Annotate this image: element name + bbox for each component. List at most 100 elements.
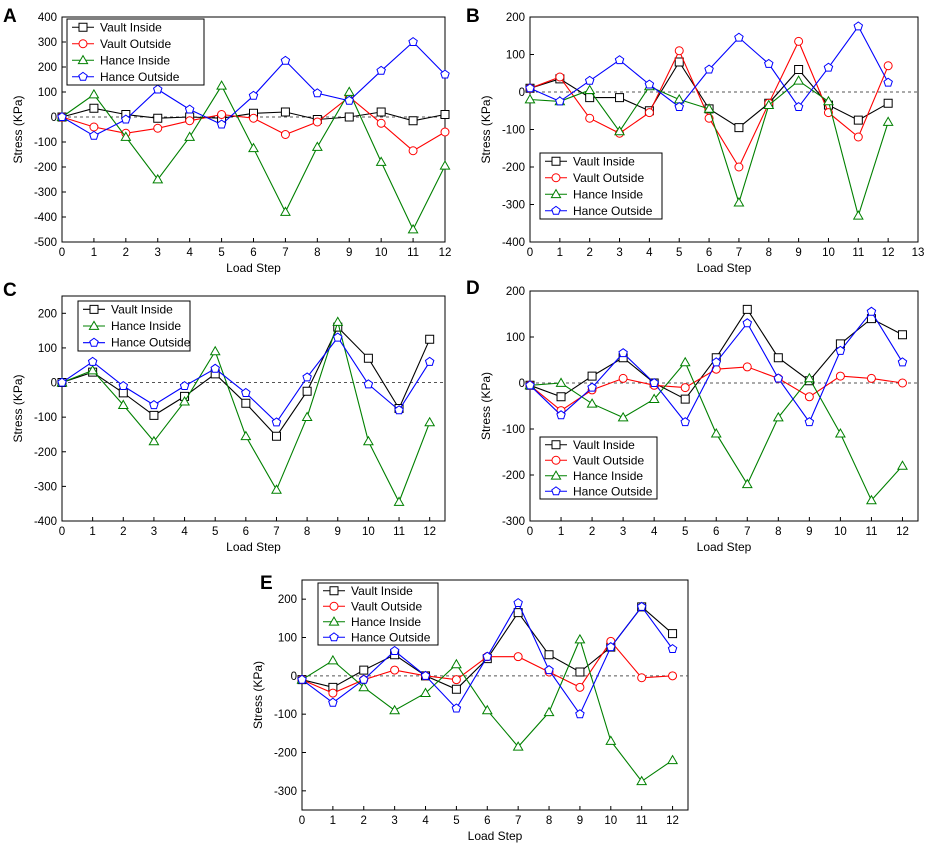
x-tick-label: 7	[744, 526, 750, 538]
data-point	[742, 304, 752, 314]
data-point	[555, 96, 565, 106]
series-hance-outside	[525, 306, 908, 427]
data-point	[667, 754, 679, 765]
legend-marker	[89, 337, 99, 347]
x-tick-label: 8	[304, 526, 310, 538]
y-tick-label: 0	[51, 378, 57, 390]
x-tick-label: 12	[423, 526, 436, 538]
data-point	[617, 411, 629, 422]
legend-entry: Hance Inside	[72, 53, 170, 67]
data-point	[389, 645, 400, 655]
x-tick-label: 11	[865, 526, 877, 538]
x-tick-label: 9	[577, 815, 583, 827]
x-tick-label: 0	[59, 526, 65, 538]
data-point	[408, 36, 418, 47]
x-tick-label: 5	[212, 526, 218, 538]
data-point	[667, 643, 678, 654]
series-vault-outside	[525, 36, 893, 172]
x-tick-label: 3	[155, 247, 161, 259]
data-point	[121, 114, 131, 124]
data-point	[271, 417, 282, 427]
data-point	[424, 416, 436, 427]
data-point	[450, 658, 462, 669]
series-vault-inside	[525, 304, 907, 404]
data-point	[311, 141, 323, 151]
x-tick-label: 7	[736, 247, 742, 259]
data-point	[711, 357, 722, 367]
data-point	[823, 62, 834, 72]
panel-letter: A	[3, 6, 17, 27]
panel-c: C0 1 2 3 4 5 6 7 8 9 10 11 12-400-300-200-1000100200…	[3, 280, 446, 554]
series-hance-outside	[57, 332, 435, 427]
legend-label: Hance Inside	[351, 615, 421, 629]
x-tick-label: 0	[299, 815, 305, 827]
x-tick-label: 3	[151, 526, 157, 538]
data-point	[375, 156, 387, 166]
legend-marker	[550, 188, 562, 199]
legend-entry: Vault Inside	[323, 584, 413, 598]
data-point	[425, 334, 435, 344]
y-tick-label: 300	[38, 37, 57, 49]
legend-marker	[88, 320, 100, 330]
data-point	[865, 494, 877, 505]
legend-entry: Vault Inside	[545, 438, 635, 452]
data-point	[89, 122, 99, 132]
data-point	[734, 32, 744, 42]
data-point	[733, 197, 745, 207]
y-tick-label: -200	[502, 162, 525, 174]
y-tick-label: -400	[502, 237, 525, 249]
x-axis-label: Load Step	[226, 540, 281, 554]
y-tick-label: -400	[34, 516, 57, 528]
data-point	[513, 608, 523, 618]
panel-e: E0 1 2 3 4 5 6 7 8 9 10 11 12-300-200-1000100200Load…	[251, 573, 689, 843]
x-axis-label: Load Step	[468, 829, 523, 843]
data-point	[637, 673, 647, 683]
x-tick-label: 11	[407, 247, 419, 259]
data-point	[772, 411, 784, 422]
data-point	[280, 55, 291, 65]
data-point	[587, 382, 597, 392]
legend-marker	[329, 586, 339, 596]
y-tick-label: 100	[278, 633, 297, 645]
legend-label: Vault Inside	[573, 438, 635, 452]
data-point	[280, 107, 290, 117]
data-point	[648, 393, 660, 403]
legend-label: Vault Inside	[351, 584, 413, 598]
x-tick-label: 2	[120, 526, 126, 538]
data-point	[794, 65, 804, 74]
x-tick-label: 5	[453, 815, 459, 827]
x-tick-label: 4	[422, 815, 429, 827]
data-point	[57, 111, 67, 122]
data-point	[543, 706, 555, 717]
x-tick-label: 7	[273, 526, 279, 538]
x-tick-label: 4	[181, 526, 188, 538]
data-point	[606, 642, 616, 652]
x-tick-label: 10	[375, 247, 388, 259]
x-tick-label: 10	[362, 526, 375, 538]
legend-label: Hance Outside	[100, 70, 180, 84]
y-axis-label: Stress (KPa)	[251, 661, 265, 729]
legend-marker	[551, 173, 561, 183]
panel-b: B0 1 2 3 4 5 6 7 8 9 10 11 12 13-400-300-200-10001002…	[466, 6, 924, 275]
series-line	[301, 640, 673, 694]
data-point	[358, 674, 369, 684]
x-tick-label: 6	[243, 526, 249, 538]
data-point	[555, 377, 567, 387]
y-tick-label: -200	[34, 162, 57, 174]
y-tick-label: 0	[519, 87, 525, 99]
series-hance-inside	[296, 633, 679, 786]
data-point	[408, 116, 418, 126]
y-tick-label: -200	[34, 447, 57, 459]
data-point	[587, 371, 597, 381]
legend-entry: Vault Inside	[83, 302, 173, 316]
data-point	[853, 115, 863, 125]
legend-label: Hance Outside	[111, 336, 191, 350]
data-point	[897, 357, 908, 367]
data-point	[674, 101, 685, 112]
x-tick-label: 1	[91, 247, 97, 259]
legend-label: Vault Outside	[573, 171, 644, 185]
legend-label: Vault Outside	[351, 599, 422, 613]
legend-marker	[551, 205, 561, 215]
y-tick-label: -200	[502, 470, 525, 482]
data-point	[574, 633, 586, 644]
